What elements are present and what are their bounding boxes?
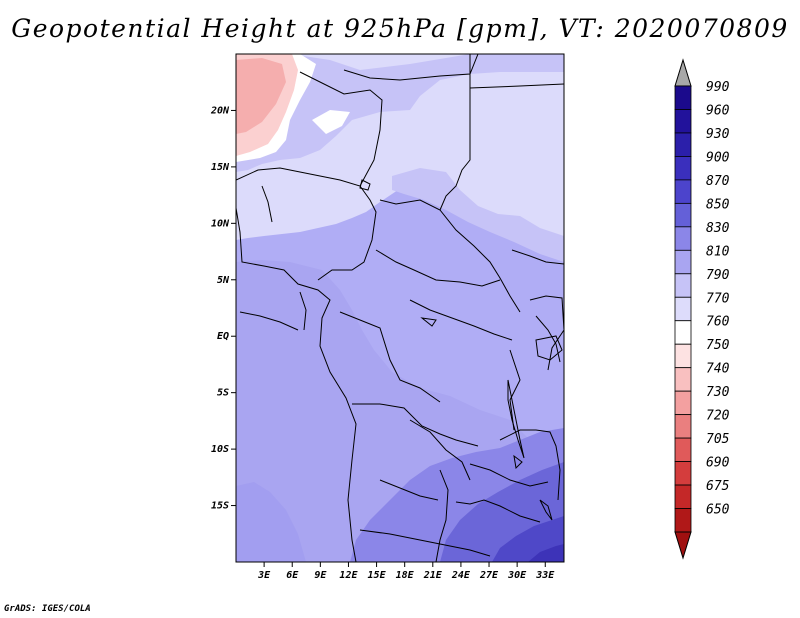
colorbar-label: 960 — [706, 103, 730, 118]
lon-label: 33E — [535, 570, 555, 581]
colorbar-swatch — [674, 179, 692, 204]
colorbar-swatch — [674, 296, 692, 322]
height-field-shading — [236, 54, 564, 562]
lon-label: 12E — [339, 570, 358, 581]
colorbar-swatch — [674, 320, 692, 345]
map-panel — [236, 54, 564, 562]
map-title: Geopotential Height at 925hPa [gpm], VT:… — [11, 14, 789, 43]
height-region-790a — [236, 54, 564, 172]
colorbar-swatch — [674, 343, 692, 369]
lon-label: 21E — [423, 570, 443, 581]
colorbar-label: 760 — [706, 315, 730, 330]
colorbar-swatch — [674, 414, 692, 439]
colorbar-label: 930 — [706, 127, 730, 142]
grads-credit: GrADS: IGES/COLA — [4, 604, 91, 614]
longitude-axis: 3E 6E 9E 12E 15E 18E 21E 24E 27E 30E 33E — [257, 562, 555, 581]
colorbar-swatch — [674, 202, 692, 228]
height-region-900 — [528, 544, 564, 562]
colorbar-label: 650 — [706, 503, 730, 518]
country-borders — [236, 54, 564, 562]
colorbar-swatch — [674, 249, 692, 275]
map-frame — [235, 53, 565, 563]
lat-label: 15S — [211, 501, 229, 512]
colorbar-over-triangle — [674, 58, 692, 87]
colorbar-label: 990 — [706, 80, 730, 95]
colorbar-swatch — [674, 508, 692, 533]
colorbar-label: 810 — [706, 244, 730, 259]
lon-label: 30E — [507, 570, 527, 581]
colorbar-swatch — [674, 273, 692, 298]
colorbar-label: 830 — [706, 221, 730, 236]
lake-victoria — [535, 335, 563, 361]
lat-label: 5N — [217, 275, 230, 286]
lon-label: 24E — [451, 570, 471, 581]
colorbar-label: 850 — [706, 197, 730, 212]
colorbar-swatch — [674, 390, 692, 416]
lakes — [359, 179, 563, 521]
lat-label: 5S — [217, 388, 229, 399]
lake-tanganyika — [507, 379, 525, 459]
height-region-730 — [236, 58, 286, 134]
lat-label: 10S — [211, 444, 229, 455]
colorbar-swatch — [674, 132, 692, 157]
colorbar-label: 740 — [706, 362, 730, 377]
lon-label: 6E — [286, 570, 299, 581]
colorbar-label: 730 — [706, 385, 730, 400]
height-region-830-west — [236, 482, 306, 562]
lat-label: 10N — [211, 218, 230, 229]
colorbar-label: 690 — [706, 456, 730, 471]
lon-label: 9E — [314, 570, 327, 581]
colorbar-label: 675 — [706, 479, 730, 494]
lon-label: 27E — [479, 570, 499, 581]
colorbar-swatch — [674, 367, 692, 392]
lon-label: 15E — [368, 570, 387, 581]
colorbar-label: 790 — [706, 268, 730, 283]
colorbar-label: 870 — [706, 174, 730, 189]
lake-chad — [359, 179, 371, 191]
colorbar-swatch — [674, 461, 692, 486]
colorbar-swatch — [674, 109, 692, 134]
latitude-axis: 20N 15N 10N 5N EQ 5S 10S 15S — [210, 105, 236, 512]
colorbar-swatch — [674, 85, 692, 110]
lon-label: 18E — [396, 570, 415, 581]
colorbar-label: 770 — [706, 291, 730, 306]
colorbar-swatch — [674, 437, 692, 462]
lon-label: 3E — [257, 570, 271, 581]
colorbar-swatch — [674, 484, 692, 509]
colorbar-label: 705 — [706, 432, 730, 447]
lat-label: EQ — [217, 331, 229, 342]
colorbar-under-triangle — [674, 531, 692, 560]
lat-label: 15N — [211, 162, 230, 173]
height-region-white-patch — [312, 110, 350, 134]
height-region-790b — [392, 168, 564, 262]
lake-malawi — [539, 499, 553, 521]
colorbar: 990 960 930 900 870 850 830 810 790 770 760 750 740 7… — [674, 58, 730, 560]
colorbar-label: 720 — [706, 409, 730, 424]
colorbar-label: 750 — [706, 338, 730, 353]
colorbar-label: 900 — [706, 150, 730, 165]
lat-label: 20N — [210, 105, 230, 116]
colorbar-swatch — [674, 226, 692, 251]
colorbar-swatch — [674, 156, 692, 181]
